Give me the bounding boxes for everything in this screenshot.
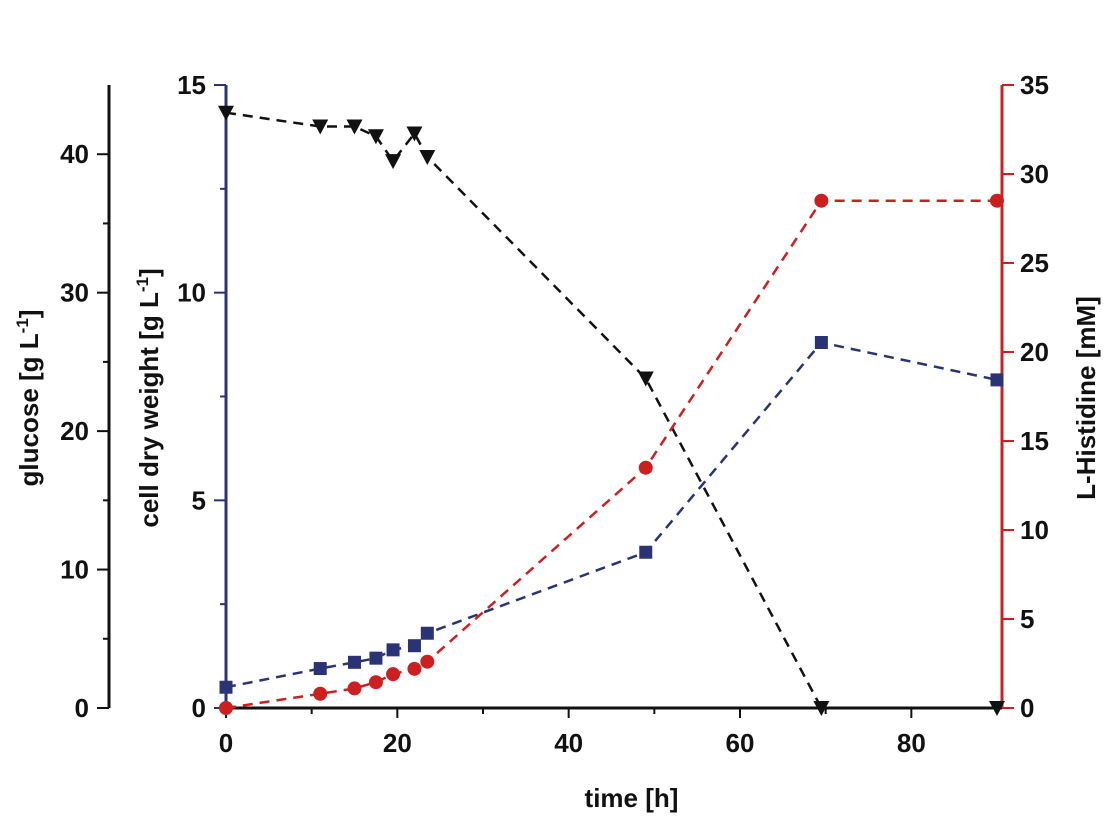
glucose-tick-label: 0 [75,693,89,723]
glucose-tick-label: 40 [60,139,89,169]
cdw-data-point [219,680,233,694]
x-tick-label: 40 [554,728,583,758]
glucose-tick-label: 30 [60,278,89,308]
histidine-data-point [407,661,422,676]
glucose-title-sup: -1 [13,318,32,333]
glucose-data-point [367,129,384,145]
cdw-tick-label: 0 [192,693,206,723]
cdw-data-point [407,639,421,653]
cdw-data-point [369,651,383,665]
glucose-data-point [813,701,830,716]
cdw-tick-label: 15 [177,70,206,100]
histidine-data-point [313,686,328,701]
glucose-axis-title: glucose [g L-1] [13,310,44,487]
glucose-data-point [419,149,436,165]
histidine-tick-label: 5 [1020,604,1034,634]
histidine-data-point [814,193,829,208]
histidine-tick-label: 25 [1020,248,1049,278]
glucose-data-point [989,701,1005,716]
cdw-title-sup: -1 [133,277,152,292]
histidine-data-point [368,675,383,690]
histidine-data-point [219,701,233,715]
histidine-series-line [225,199,997,710]
cdw-data-point [420,626,434,640]
glucose-tick-label: 20 [60,416,89,446]
histidine-data-point [990,193,1004,208]
glucose-data-point [637,371,654,387]
glucose-data-point [385,154,402,170]
histidine-tick-label: 15 [1020,426,1049,456]
glucose-data-point [346,119,363,135]
glucose-data-point [218,105,234,121]
cdw-tick-label: 10 [177,278,206,308]
cdw-data-point [814,336,828,350]
cdw-title-main: cell dry weight [g L [134,292,164,528]
histidine-tick-label: 20 [1020,337,1049,367]
histidine-axis-title: L-Histidine [mM] [1071,296,1101,500]
histidine-tick-label: 10 [1020,515,1049,545]
cdw-data-point [348,655,361,669]
cdw-data-point [639,545,653,559]
cdw-axis-title: cell dry weight [g L-1] [133,268,164,527]
glucose-title-end: ] [14,310,44,319]
glucose-data-point [312,119,329,135]
histidine-tick-label: 30 [1020,159,1049,189]
histidine-data-point [638,460,653,475]
glucose-data-point [406,126,423,142]
cdw-data-point [386,643,400,657]
x-axis-title: time [h] [585,783,679,813]
histidine-data-point [347,681,362,696]
x-tick-label: 60 [726,728,755,758]
glucose-series-line [225,111,997,710]
histidine-data-point [420,654,435,669]
histidine-tick-label: 35 [1020,70,1049,100]
cdw-title-end: ] [134,268,164,277]
cdw-data-point [990,373,1004,387]
histidine-data-point [386,667,401,682]
x-tick-label: 20 [383,728,412,758]
cdw-series-line [225,341,998,689]
x-tick-label: 0 [219,728,233,758]
glucose-tick-label: 10 [60,555,89,585]
x-tick-label: 80 [897,728,926,758]
cdw-tick-label: 5 [192,485,206,515]
cdw-data-point [313,662,327,676]
glucose-title-main: glucose [g L [14,333,44,486]
histidine-tick-label: 0 [1020,693,1034,723]
